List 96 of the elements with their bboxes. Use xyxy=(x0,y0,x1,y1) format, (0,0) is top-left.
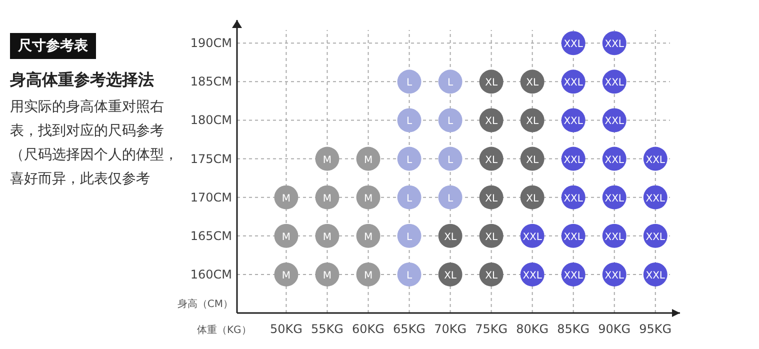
x-tick-label: 85KG xyxy=(557,322,590,336)
text: XXL xyxy=(564,232,583,243)
series-label: XXL xyxy=(564,154,584,166)
series-label: M xyxy=(282,232,291,243)
text: XXL xyxy=(564,78,583,89)
point xyxy=(315,185,340,210)
text: XXL xyxy=(604,154,624,166)
text: XL xyxy=(485,154,498,166)
text: M xyxy=(364,154,373,166)
point xyxy=(315,146,340,171)
text: L xyxy=(406,232,412,243)
text: XXL xyxy=(604,193,624,204)
text: M xyxy=(322,232,332,243)
x-tick-label: 75KG xyxy=(475,322,508,336)
text: L xyxy=(406,154,412,166)
text: L xyxy=(448,78,454,89)
series-label: L xyxy=(448,116,454,128)
text: XXL xyxy=(604,78,624,89)
point xyxy=(397,108,422,132)
text: XXL xyxy=(522,232,542,243)
text: XXL xyxy=(604,116,624,128)
text: M xyxy=(364,270,373,282)
text: XXL xyxy=(604,232,624,243)
text: 尺寸参考表 xyxy=(10,33,96,59)
text: XL xyxy=(485,270,498,282)
text: L xyxy=(448,154,454,166)
text: L xyxy=(406,193,412,204)
x-tick-label: 55KG xyxy=(311,322,344,336)
text: 用实际的身高体重对照右表，找到对应的尺码参考（尺码选择因个人的体型，喜好而异，此表仅参考 xyxy=(10,98,179,189)
text: M xyxy=(364,193,373,204)
y-tick-label: 180CM xyxy=(190,113,232,128)
text: XXL xyxy=(604,270,624,282)
text: XL xyxy=(526,116,539,128)
text: XXL xyxy=(564,39,583,50)
y-tick-label: 170CM xyxy=(190,190,232,204)
text: XXL xyxy=(564,116,583,128)
point xyxy=(397,146,422,171)
text: M xyxy=(322,270,332,282)
y-tick-label: 185CM xyxy=(190,74,232,89)
text: 身高体重参考选择法 xyxy=(10,70,154,91)
point xyxy=(356,146,380,171)
text: XL xyxy=(485,232,498,243)
text: XL xyxy=(485,193,498,204)
text: XL xyxy=(444,270,457,282)
point xyxy=(274,185,298,210)
text: XL xyxy=(526,154,539,166)
text: XXL xyxy=(646,154,666,166)
point xyxy=(438,146,462,171)
text: XL xyxy=(526,78,539,89)
series-label: XL xyxy=(444,232,457,243)
text: L xyxy=(406,270,412,282)
text: XXL xyxy=(646,270,666,282)
text: L xyxy=(448,193,454,204)
text: XL xyxy=(526,193,539,204)
text: L xyxy=(406,78,412,89)
text: L xyxy=(406,116,412,128)
text: M xyxy=(282,193,291,204)
point xyxy=(397,185,422,210)
x-tick-label: 50KG xyxy=(270,322,302,336)
x-tick-label: 60KG xyxy=(352,322,384,336)
text: XL xyxy=(485,78,498,89)
point xyxy=(274,262,298,286)
point xyxy=(315,262,340,286)
point xyxy=(438,108,462,132)
point xyxy=(397,70,422,94)
text: M xyxy=(364,232,373,243)
point xyxy=(438,70,462,94)
point xyxy=(356,224,380,248)
text: XXL xyxy=(522,270,542,282)
text: M xyxy=(322,154,332,166)
text: XXL xyxy=(564,270,583,282)
point xyxy=(438,185,462,210)
text: XXL xyxy=(564,193,583,204)
x-axis-title: 体重（KG） xyxy=(197,324,252,336)
y-tick-label: 160CM xyxy=(190,267,232,282)
y-axis-title: 身高（CM） xyxy=(177,298,233,310)
x-tick-label: 65KG xyxy=(393,322,426,336)
y-tick-label: 190CM xyxy=(190,36,232,50)
text: XXL xyxy=(646,232,666,243)
point xyxy=(315,224,340,248)
y-tick-label: 165CM xyxy=(190,228,232,243)
point xyxy=(397,262,422,286)
point xyxy=(274,224,298,248)
point xyxy=(356,185,380,210)
x-tick-label: 70KG xyxy=(434,322,467,336)
x-tick-label: 95KG xyxy=(639,322,672,336)
text: XL xyxy=(485,116,498,128)
x-tick-label: 90KG xyxy=(598,322,631,336)
text: XXL xyxy=(604,39,624,50)
point xyxy=(356,262,380,286)
x-tick-label: 80KG xyxy=(516,322,549,336)
point xyxy=(397,224,422,248)
text: XXL xyxy=(646,193,666,204)
y-tick-label: 175CM xyxy=(190,152,232,166)
text: M xyxy=(322,193,332,204)
text: M xyxy=(282,270,291,282)
